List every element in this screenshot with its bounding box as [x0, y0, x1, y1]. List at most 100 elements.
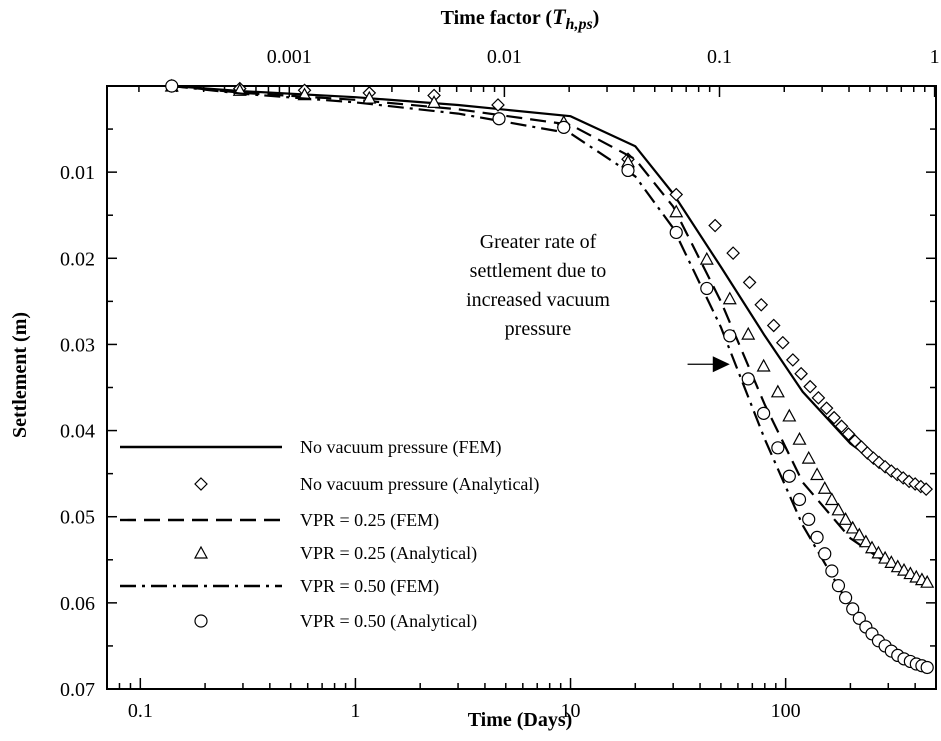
data-point — [852, 527, 867, 541]
legend-label: VPR = 0.50 (Analytical) — [300, 611, 477, 632]
data-point — [491, 98, 505, 112]
legend-entry: VPR = 0.25 (FEM) — [120, 510, 439, 531]
data-point — [831, 579, 846, 593]
y-tick-label: 0.06 — [60, 593, 95, 615]
data-point — [801, 450, 816, 464]
data-point — [756, 358, 771, 372]
legend-entry: VPR = 0.50 (Analytical) — [194, 611, 477, 632]
data-point — [766, 318, 781, 333]
data-point — [669, 225, 683, 240]
data-point — [811, 390, 826, 405]
series-1 — [164, 79, 934, 496]
y-axis-title: Settlement (m) — [9, 312, 31, 438]
data-point — [782, 408, 797, 422]
data-point — [831, 502, 846, 516]
series-line — [171, 84, 927, 583]
data-point — [557, 120, 571, 134]
data-point — [803, 379, 818, 394]
data-point — [834, 419, 849, 434]
data-point — [669, 204, 684, 218]
series-line — [171, 84, 927, 491]
data-point — [785, 353, 800, 367]
data-point — [871, 545, 886, 559]
legend-marker-sample — [194, 614, 208, 628]
data-point — [852, 611, 866, 625]
series-layer — [164, 78, 935, 675]
data-point — [884, 555, 899, 568]
data-point — [818, 547, 832, 561]
data-point — [839, 591, 853, 605]
annotation-text-line: increased vacuum — [466, 289, 610, 311]
data-point — [699, 251, 714, 265]
top-axis-title-suffix: ) — [593, 7, 600, 29]
data-point — [757, 406, 771, 420]
annotation-text-line: settlement due to — [470, 260, 607, 282]
data-point — [742, 275, 757, 290]
legend-label: No vacuum pressure (FEM) — [300, 437, 501, 458]
data-point — [297, 87, 312, 101]
ticks: 0.1 1 10 100 0.001 0.01 0.1 1 0.01 0.02 0.03 0.04 0.… — [60, 46, 940, 722]
x2-tick-label: 0.1 — [707, 46, 732, 68]
data-point — [819, 401, 834, 416]
legend-entry: No vacuum pressure (FEM) — [120, 437, 501, 458]
data-point — [165, 79, 179, 93]
data-point — [802, 512, 816, 526]
series-5 — [165, 79, 934, 675]
series-line — [171, 84, 927, 669]
legend-label: VPR = 0.25 (Analytical) — [300, 543, 477, 564]
y-tick-label: 0.07 — [60, 679, 95, 701]
y-tick-label: 0.01 — [60, 162, 95, 184]
data-point — [427, 95, 442, 108]
data-point — [827, 410, 841, 425]
data-point — [771, 441, 785, 455]
data-point — [866, 451, 881, 465]
data-point — [846, 602, 860, 616]
annotation-arrow-head — [712, 356, 730, 373]
data-point — [838, 512, 853, 525]
data-point — [824, 492, 839, 506]
data-point — [884, 464, 899, 478]
data-point — [726, 246, 740, 260]
legend-label: No vacuum pressure (Analytical) — [300, 474, 539, 495]
top-axis-title: Time factor (Th,ps) — [441, 4, 600, 33]
data-point — [741, 326, 756, 340]
series-4 — [171, 84, 927, 669]
legend-label: VPR = 0.50 (FEM) — [300, 576, 439, 597]
legend-label: VPR = 0.25 (FEM) — [300, 510, 439, 531]
data-point — [775, 335, 790, 350]
series-2 — [171, 84, 927, 583]
x-tick-label: 10 — [561, 700, 581, 722]
data-point — [864, 540, 880, 554]
x-tick-label: 100 — [771, 700, 801, 722]
data-point — [492, 112, 506, 126]
data-point — [792, 431, 807, 445]
data-point — [810, 467, 825, 481]
top-axis-title-prefix: Time factor ( — [441, 7, 553, 29]
data-point — [896, 471, 911, 485]
data-point — [754, 297, 769, 312]
annotation: Greater rate of settlement due to increase… — [466, 231, 730, 373]
x-tick-label: 1 — [350, 700, 360, 722]
y-tick-label: 0.03 — [60, 334, 95, 356]
data-point — [722, 291, 737, 305]
x2-tick-label: 1 — [930, 46, 940, 68]
data-point — [919, 482, 934, 496]
x2-tick-label: 0.01 — [487, 46, 522, 68]
annotation-text-line: Greater rate of — [480, 231, 597, 253]
data-point — [669, 187, 684, 202]
data-point — [700, 281, 714, 296]
data-point — [878, 550, 893, 564]
data-point — [920, 574, 935, 588]
data-point — [792, 492, 807, 507]
legend-marker-sample — [194, 477, 208, 491]
data-point — [770, 384, 785, 398]
top-axis-title-variable: T — [552, 4, 567, 29]
data-point — [708, 218, 722, 233]
data-point — [825, 564, 839, 578]
data-point — [841, 427, 856, 441]
x-axis-title: Time (Days) — [468, 709, 573, 731]
annotation-text-line: pressure — [505, 318, 572, 340]
series-0 — [171, 84, 927, 491]
